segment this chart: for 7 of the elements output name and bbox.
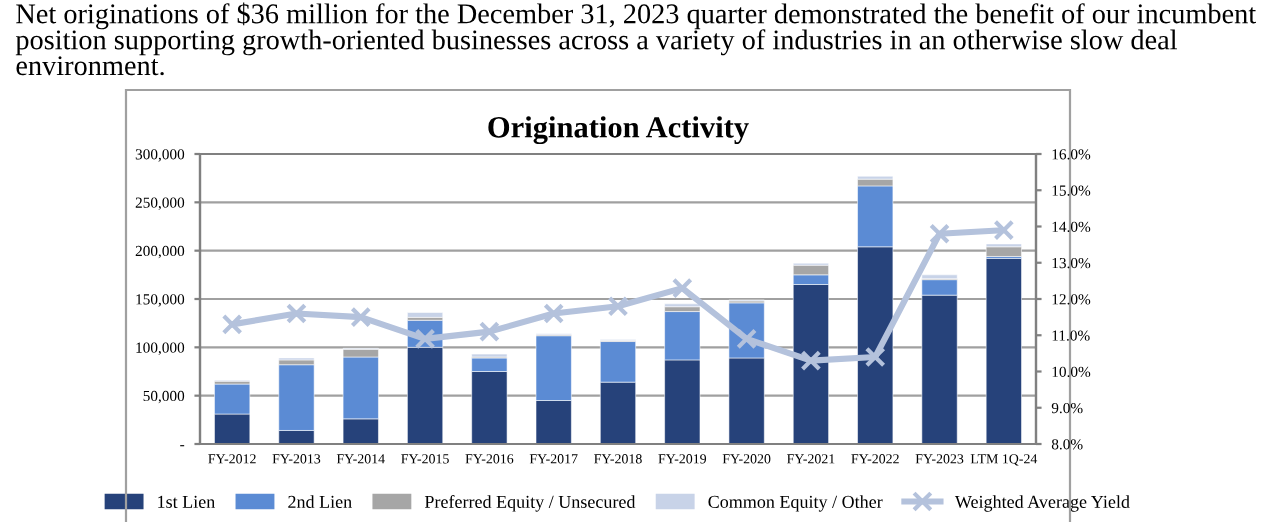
legend-label: 2nd Lien [288, 495, 352, 508]
legend-label: Preferred Equity / Unsecured [424, 495, 636, 512]
legend-label: 1st Lien [158, 495, 215, 508]
text: Net originations of $36 million for the December 31, 2023 quarter demonstrated the benefit of our incumbent position supporting growth-oriented businesses across a variety of industries in an otherwise slow deal environment. [15, 2, 1257, 76]
chart-title: Origination Activity [488, 116, 749, 145]
legend-label: Common Equity / Other [708, 495, 883, 512]
legend-label: Weighted Average Yield [954, 495, 1130, 512]
